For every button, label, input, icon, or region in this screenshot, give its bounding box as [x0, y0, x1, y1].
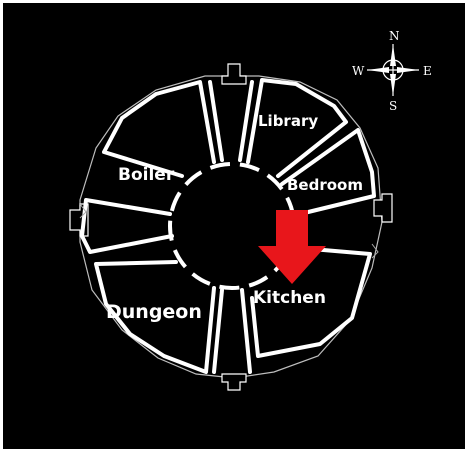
compass-rose: N S E W [352, 29, 432, 113]
room-label-bedroom: Bedroom [287, 176, 363, 194]
compass-north: N [389, 29, 400, 43]
bottom-tab [221, 373, 247, 391]
right-tab [373, 193, 393, 223]
compass-east: E [423, 64, 432, 78]
station-outer-hull [79, 75, 383, 379]
hatch-marks [79, 203, 379, 259]
compass-south: S [389, 99, 397, 113]
room-label-boiler: Boiler [118, 165, 175, 185]
down-arrow-icon [258, 210, 326, 284]
room-label-library: Library [258, 112, 318, 130]
room-label-kitchen: Kitchen [253, 288, 326, 308]
compass-west: W [352, 64, 365, 78]
room-label-dungeon: Dungeon [106, 301, 202, 323]
room-walls [80, 78, 376, 374]
top-tab [221, 63, 247, 85]
